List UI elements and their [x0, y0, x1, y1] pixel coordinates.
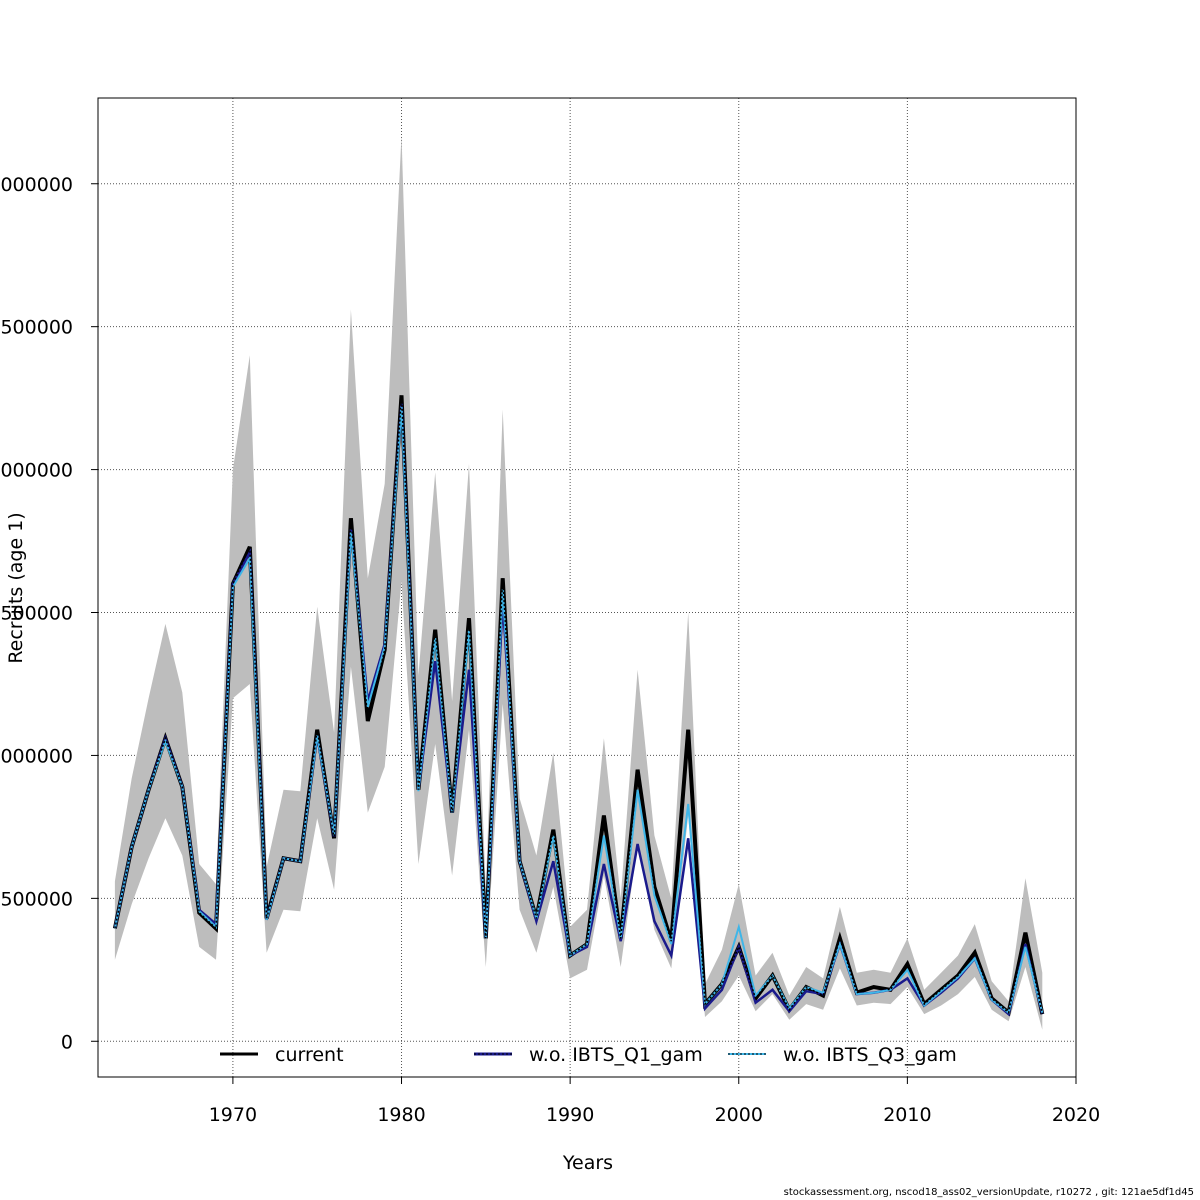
x-tick-label: 1990	[546, 1104, 594, 1126]
footer-credit: stockassessment.org, nscod18_ass02_versi…	[783, 1187, 1194, 1198]
series-line-current-overlay	[114, 395, 1044, 1015]
y-tick-label: 500000	[0, 888, 73, 910]
series-lines-layer	[112, 395, 1045, 1017]
y-tick-label: 1500000	[0, 603, 73, 625]
legend-label: w.o. IBTS_Q1_gam	[529, 1044, 703, 1066]
legend-item: current	[220, 1044, 344, 1066]
y-tick-label: 2000000	[0, 460, 73, 482]
x-tick-label: 2020	[1052, 1104, 1100, 1126]
x-tick-label: 1980	[377, 1104, 425, 1126]
confidence-band	[114, 135, 1043, 1030]
x-axis: 1970 1980 1990 2000 2010 2020	[209, 1076, 1100, 1126]
y-tick-label: 1000000	[0, 745, 73, 767]
y-tick-label: 2500000	[0, 317, 73, 339]
y-tick-label: 0	[61, 1031, 73, 1053]
legend-label: current	[275, 1044, 344, 1066]
legend-label: w.o. IBTS_Q3_gam	[783, 1044, 957, 1066]
y-axis: 0 500000 1000000 1500000 2000000 2500000 30000…	[0, 174, 99, 1053]
confidence-band-layer	[114, 135, 1043, 1030]
y-tick-label: 3000000	[0, 174, 73, 196]
x-tick-label: 2000	[715, 1104, 763, 1126]
legend-item: w.o. IBTS_Q1_gam	[474, 1044, 703, 1066]
y-axis-title: Recruits (age 1)	[5, 512, 27, 663]
x-axis-title: Years	[562, 1152, 613, 1174]
legend: current w.o. IBTS_Q1_gam w.o. IBTS_Q3_gam	[220, 1044, 957, 1066]
legend-item: w.o. IBTS_Q3_gam	[728, 1044, 957, 1066]
x-tick-label: 2010	[883, 1104, 931, 1126]
x-tick-label: 1970	[209, 1104, 257, 1126]
